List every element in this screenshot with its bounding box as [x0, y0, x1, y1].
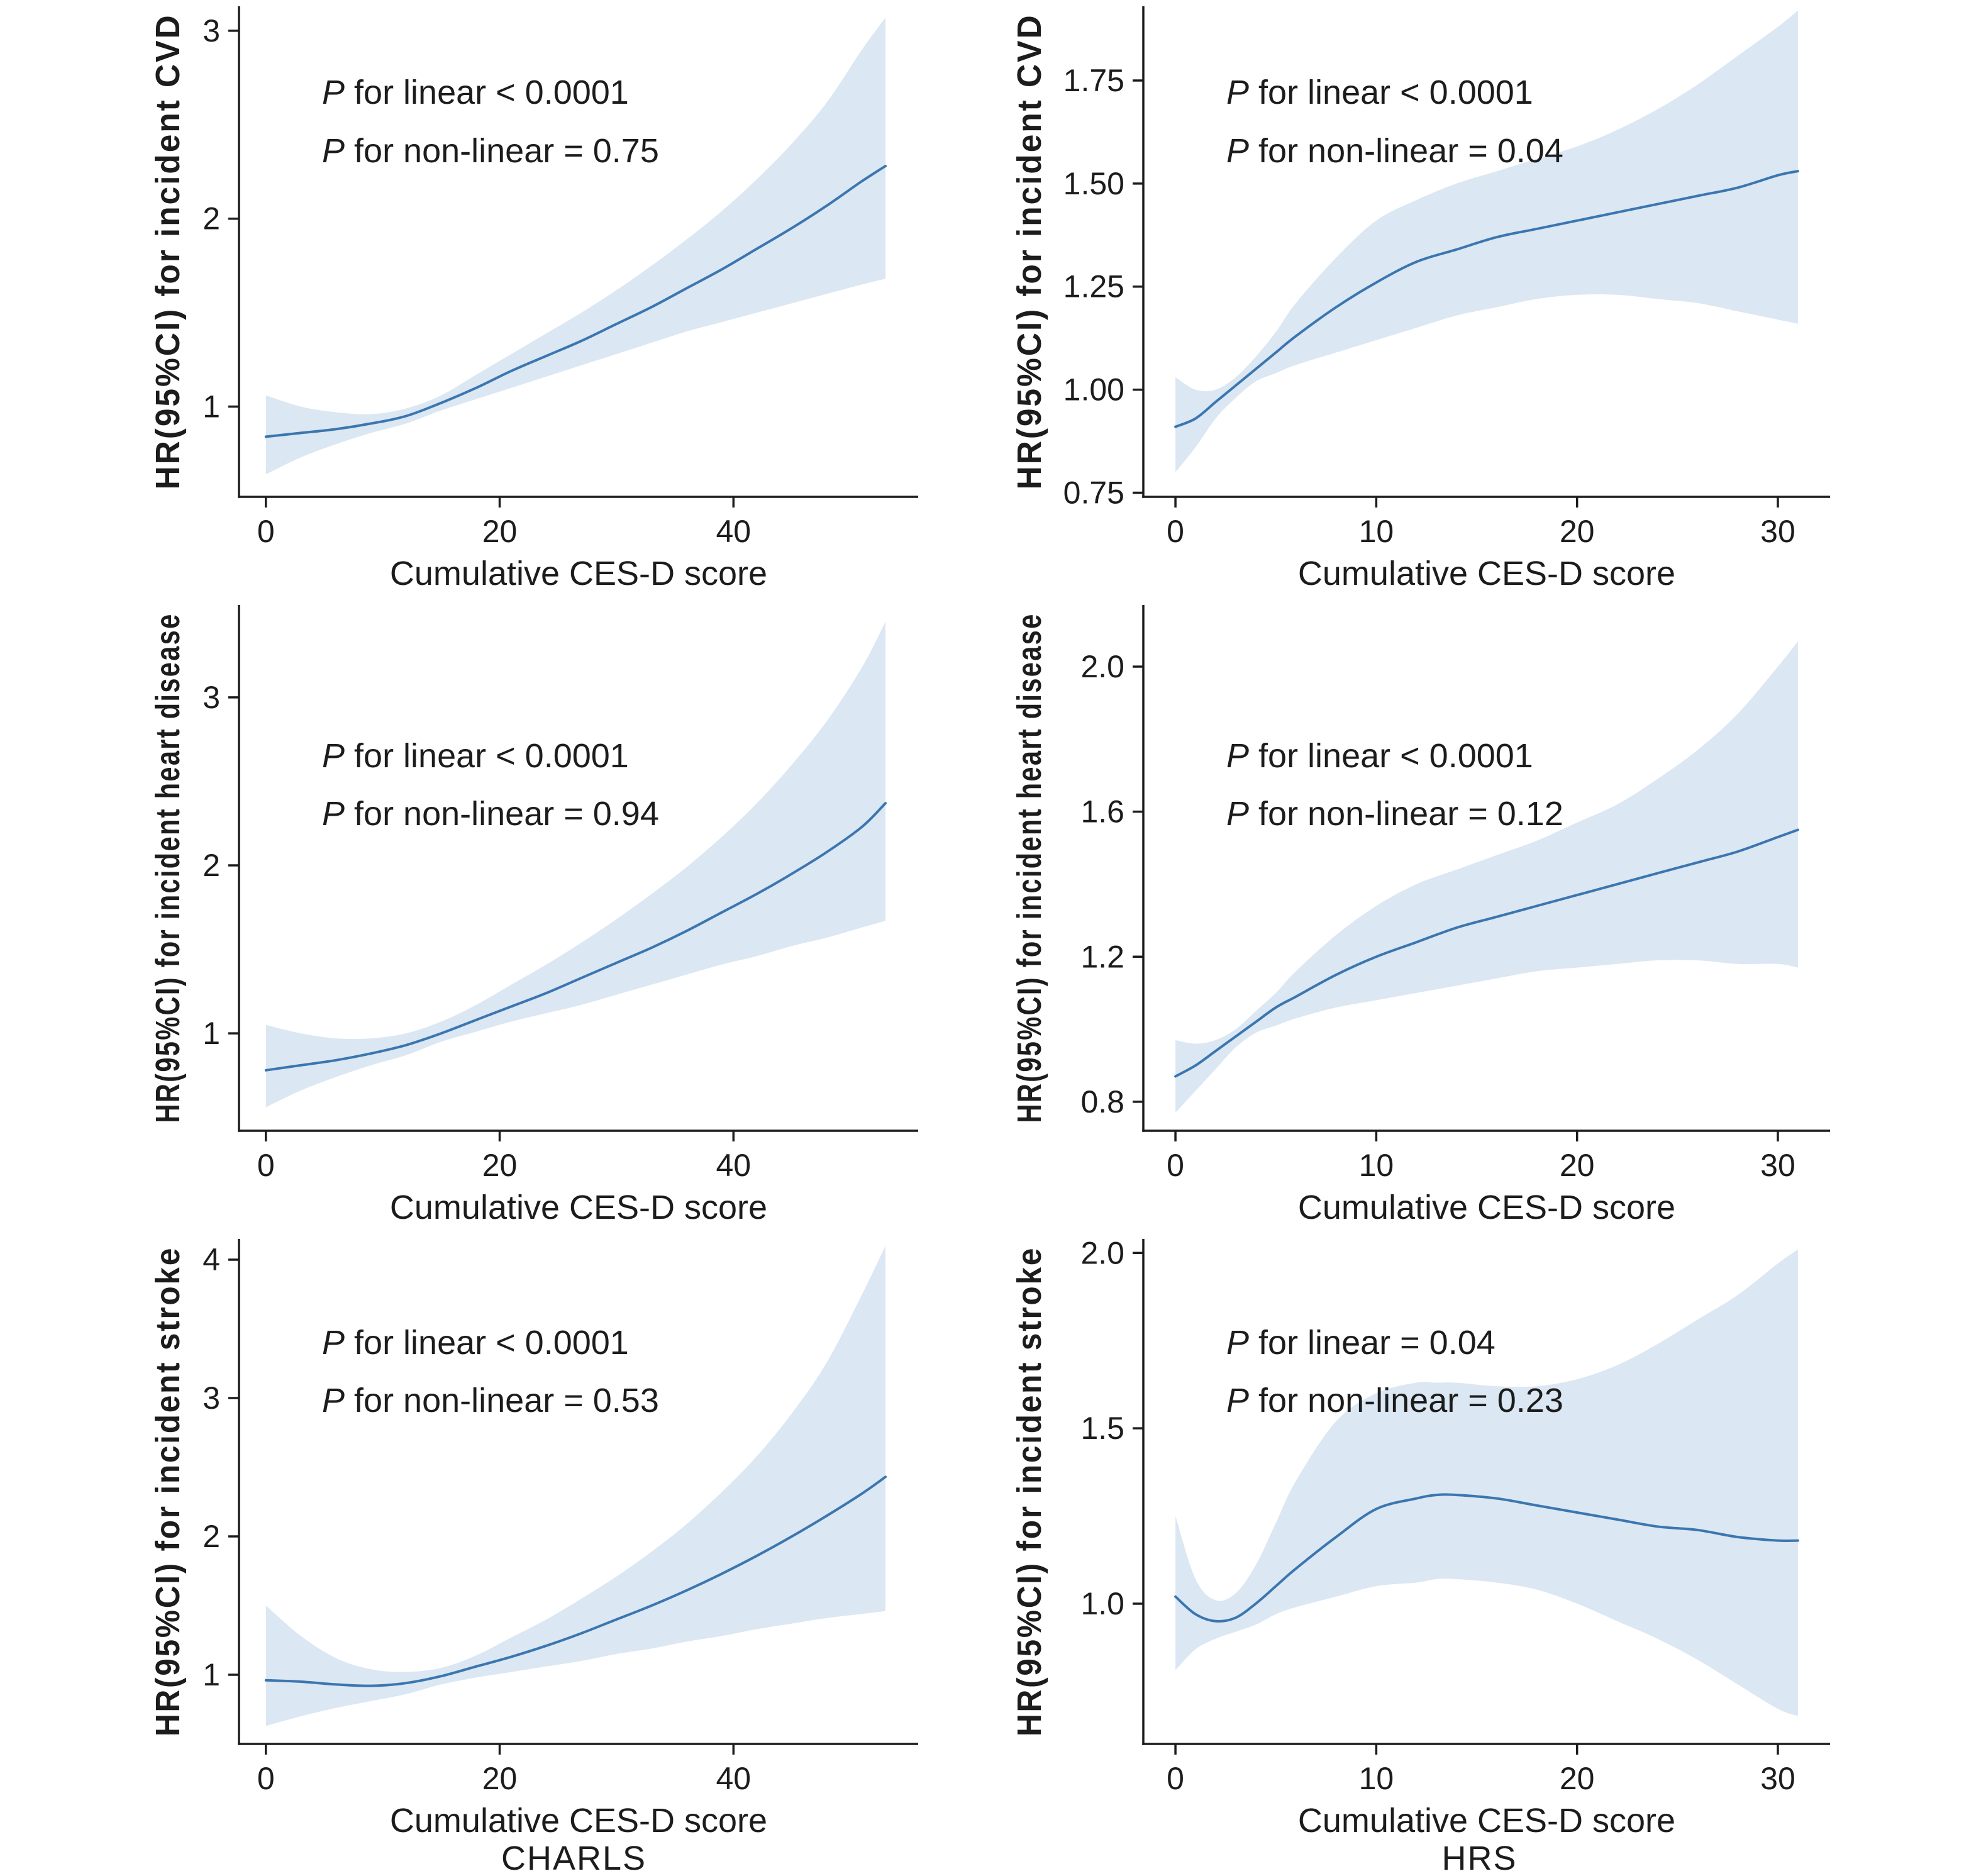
x-axis-label: Cumulative CES-D score	[1298, 1189, 1675, 1226]
hr-curve	[1174, 828, 1799, 1078]
p-value-annotation: P for linear < 0.0001	[322, 74, 629, 111]
x-axis-label: Cumulative CES-D score	[390, 1802, 767, 1840]
x-tick-label: 20	[1560, 1148, 1595, 1183]
x-tick-label: 30	[1760, 1761, 1795, 1796]
x-tick-label: 30	[1760, 1148, 1795, 1183]
x-tick-label: 0	[257, 1148, 275, 1183]
x-tick-label: 40	[716, 1761, 751, 1796]
y-tick-label: 2.0	[1080, 1235, 1124, 1270]
y-tick-label: 1.6	[1080, 794, 1124, 830]
x-tick-label: 0	[257, 1761, 275, 1796]
y-axis-label: HR(95%CI) for incident stroke	[1011, 1246, 1048, 1736]
panel-hrs-heart-disease: 0 10 20 30 0.8 1.2 1.6 2.0 Cumulative CES-D scor…	[991, 597, 1981, 1231]
y-tick-label: 3	[203, 680, 220, 715]
p-value-annotation: P for non-linear = 0.53	[322, 1382, 659, 1419]
x-tick-label: 0	[1167, 1761, 1184, 1796]
confidence-band	[265, 621, 885, 1107]
y-tick-label: 2	[203, 1519, 220, 1554]
y-tick-label: 1	[203, 1016, 220, 1051]
p-value-annotation: P for non-linear = 0.04	[1226, 132, 1563, 170]
x-tick-label: 10	[1359, 1148, 1394, 1183]
confidence-band	[1175, 641, 1798, 1113]
p-value-annotation: P for linear < 0.0001	[322, 737, 629, 775]
x-tick-label: 10	[1359, 514, 1394, 549]
x-axis-label: Cumulative CES-D score	[1298, 1802, 1675, 1840]
y-tick-label: 4	[203, 1242, 220, 1277]
y-tick-label: 1.50	[1063, 166, 1124, 201]
hr-curve	[264, 165, 887, 438]
p-value-annotation: P for non-linear = 0.75	[322, 132, 659, 170]
chart-svg: 0 20 40 1 2 3 4 Cumulative CES-D score HR(95%CI)…	[149, 1239, 918, 1840]
x-tick-label: 0	[1167, 514, 1184, 549]
chart-svg: 0 10 20 30 0.75 1.00 1.25 1.50 1.75 Cumulative CE…	[1011, 6, 1830, 592]
y-tick-label: 3	[203, 13, 220, 48]
p-value-annotation: P for non-linear = 0.23	[1226, 1382, 1563, 1419]
x-axis-label: Cumulative CES-D score	[390, 1189, 767, 1226]
x-tick-label: 20	[482, 1761, 518, 1796]
hr-curve	[1174, 170, 1799, 428]
y-tick-label: 1	[203, 389, 220, 425]
x-tick-label: 0	[1167, 1148, 1184, 1183]
y-tick-label: 2	[203, 848, 220, 883]
p-value-annotation: P for linear = 0.04	[1226, 1324, 1495, 1362]
x-tick-label: 20	[1560, 514, 1595, 549]
p-value-annotation: P for non-linear = 0.12	[1226, 795, 1563, 833]
x-tick-label: 30	[1760, 514, 1795, 549]
hrs-column: 0 10 20 30 0.75 1.00 1.25 1.50 1.75 Cumulative CE…	[991, 0, 1981, 1876]
panel-hrs-stroke: 0 10 20 30 1.0 1.5 2.0 Cumulative CES-D score HR…	[991, 1231, 1981, 1845]
y-tick-label: 1.2	[1080, 939, 1124, 974]
charls-column: 0 20 40 1 2 3 Cumulative CES-D score HR(95%CI) …	[0, 0, 991, 1876]
p-value-annotation: P for non-linear = 0.94	[322, 795, 659, 833]
y-axis-label: HR(95%CI) for incident CVD	[1011, 14, 1048, 490]
panel-charls-stroke: 0 20 40 1 2 3 4 Cumulative CES-D score HR(95%CI)…	[0, 1231, 991, 1845]
x-tick-label: 0	[257, 514, 275, 549]
y-tick-label: 2	[203, 201, 220, 236]
y-tick-label: 2.0	[1080, 649, 1124, 684]
hr-curve	[264, 802, 887, 1072]
chart-svg: 0 20 40 1 2 3 Cumulative CES-D score HR(95%CI) …	[149, 6, 918, 592]
cohort-label-charls: CHARLS	[501, 1840, 647, 1876]
y-axis-label: HR(95%CI) for incident CVD	[149, 14, 187, 490]
y-tick-label: 0.8	[1080, 1084, 1124, 1119]
y-tick-label: 1.5	[1080, 1411, 1124, 1446]
x-tick-label: 20	[482, 1148, 518, 1183]
panel-charls-heart-disease: 0 20 40 1 2 3 Cumulative CES-D score HR(95%CI) …	[0, 597, 991, 1231]
p-value-annotation: P for linear < 0.0001	[1226, 74, 1533, 111]
cohort-label-hrs: HRS	[1441, 1840, 1518, 1876]
chart-svg: 0 20 40 1 2 3 Cumulative CES-D score HR(95%CI) …	[149, 605, 918, 1226]
x-tick-label: 20	[1560, 1761, 1595, 1796]
hr-curve	[264, 1475, 887, 1687]
chart-svg: 0 10 20 30 1.0 1.5 2.0 Cumulative CES-D score HR…	[1011, 1235, 1830, 1840]
p-value-annotation: P for linear < 0.0001	[322, 1324, 629, 1362]
panel-charls-cvd: 0 20 40 1 2 3 Cumulative CES-D score HR(95%CI) …	[0, 0, 991, 597]
y-axis-label: HR(95%CI) for incident heart disease	[149, 613, 187, 1123]
hr-curve	[1174, 1493, 1799, 1623]
y-tick-label: 0.75	[1063, 475, 1124, 510]
x-tick-label: 10	[1359, 1761, 1394, 1796]
y-tick-label: 1	[203, 1657, 220, 1692]
y-tick-label: 3	[203, 1380, 220, 1416]
p-value-annotation: P for linear < 0.0001	[1226, 737, 1533, 775]
x-tick-label: 40	[716, 514, 751, 549]
y-axis-label: HR(95%CI) for incident heart disease	[1011, 613, 1048, 1123]
confidence-band	[265, 1246, 885, 1726]
chart-svg: 0 10 20 30 0.8 1.2 1.6 2.0 Cumulative CES-D scor…	[1011, 605, 1830, 1226]
x-tick-label: 40	[716, 1148, 751, 1183]
y-tick-label: 1.75	[1063, 63, 1124, 98]
y-axis-label: HR(95%CI) for incident stroke	[149, 1246, 187, 1736]
confidence-band	[1175, 1249, 1798, 1716]
y-tick-label: 1.0	[1080, 1586, 1124, 1621]
x-axis-label: Cumulative CES-D score	[1298, 555, 1675, 592]
y-tick-label: 1.00	[1063, 372, 1124, 408]
x-tick-label: 20	[482, 514, 518, 549]
y-tick-label: 1.25	[1063, 269, 1124, 304]
x-axis-label: Cumulative CES-D score	[390, 555, 767, 592]
panel-hrs-cvd: 0 10 20 30 0.75 1.00 1.25 1.50 1.75 Cumulative CE…	[991, 0, 1981, 597]
